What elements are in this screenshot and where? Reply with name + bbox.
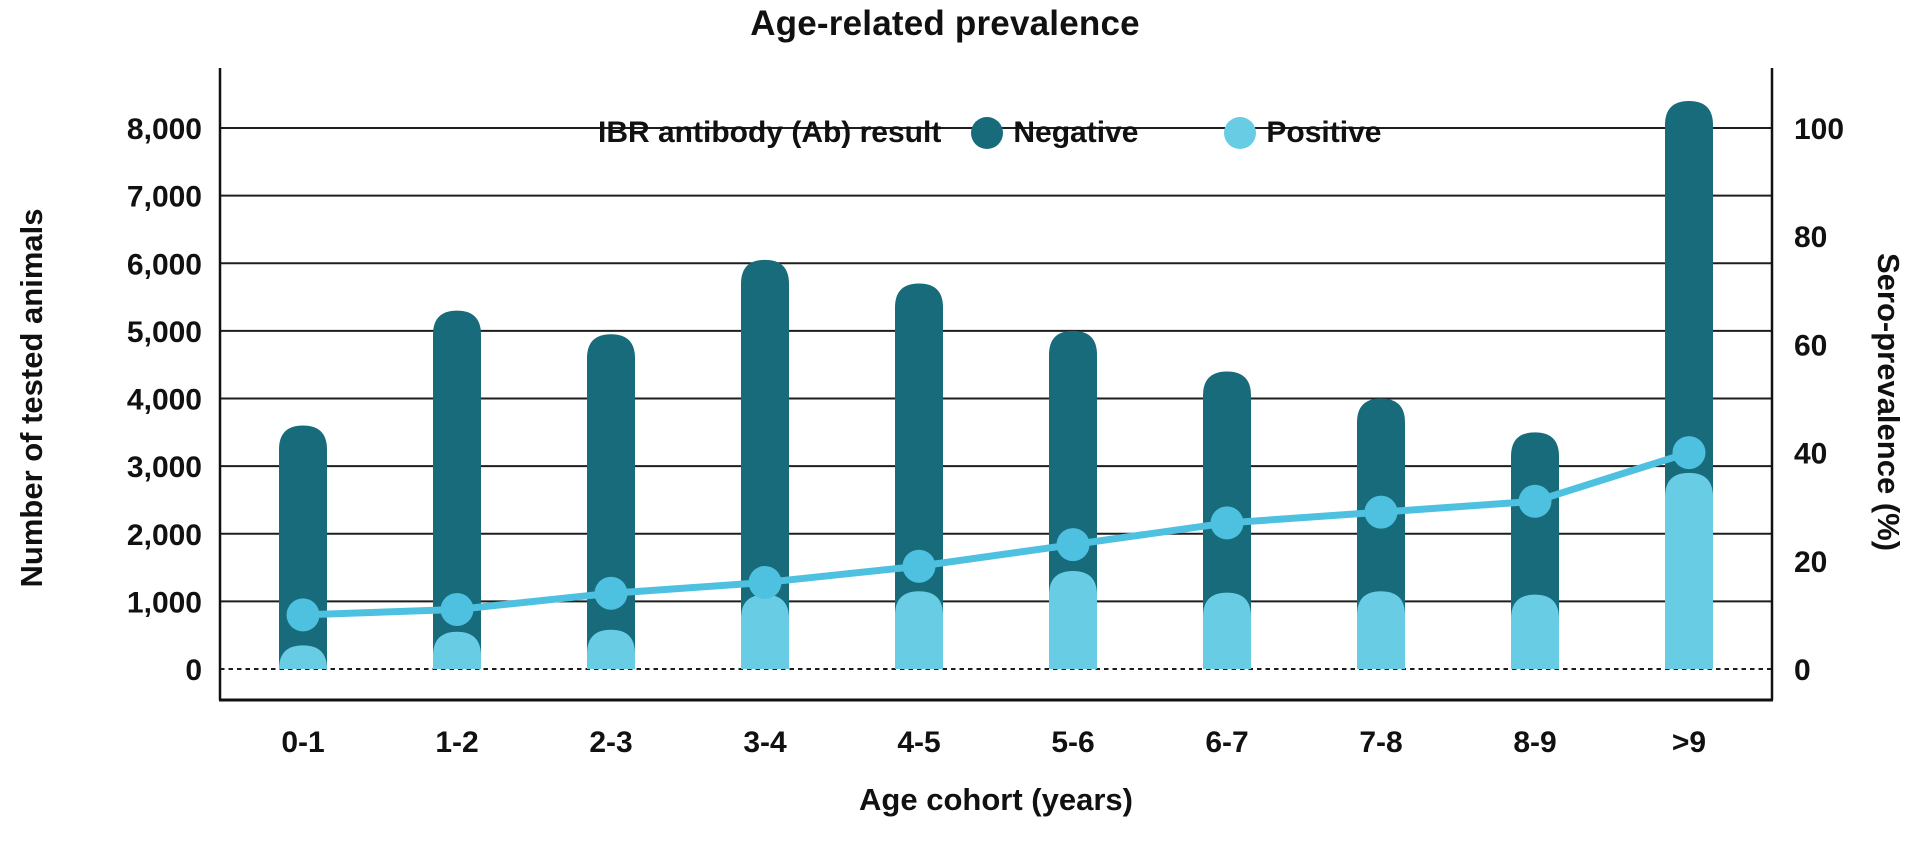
- left-tick-4000: 4,000: [127, 384, 202, 417]
- x-tick-0-1: 0-1: [281, 726, 324, 759]
- left-tick-3000: 3,000: [127, 451, 202, 484]
- line-marker->9: [1672, 436, 1706, 470]
- line-marker-6-7: [1210, 506, 1244, 540]
- left-tick-8000: 8,000: [127, 113, 202, 146]
- x-tick-4-5: 4-5: [897, 726, 940, 759]
- legend-label-negative: Negative: [1013, 116, 1139, 149]
- right-tick-80: 80: [1794, 221, 1827, 254]
- line-marker-4-5: [902, 549, 936, 583]
- bar-positive-4-5: [895, 591, 943, 669]
- legend-title: IBR antibody (Ab) result: [598, 116, 942, 149]
- bar-negative-1-2: [433, 310, 481, 669]
- x-tick-1-2: 1-2: [435, 726, 478, 759]
- line-marker-7-8: [1364, 495, 1398, 529]
- left-tick-1000: 1,000: [127, 586, 202, 619]
- chart-title: Age-related prevalence: [750, 4, 1140, 43]
- right-tick-40: 40: [1794, 438, 1827, 471]
- right-tick-20: 20: [1794, 546, 1827, 579]
- legend-item-negative: Negative: [971, 116, 1138, 150]
- positive-swatch-icon: [1224, 117, 1257, 149]
- right-tick-60: 60: [1794, 329, 1827, 362]
- line-marker-1-2: [440, 592, 474, 626]
- x-tick-2-3: 2-3: [589, 726, 632, 759]
- bar-negative-2-3: [587, 334, 635, 669]
- x-tick-5-6: 5-6: [1051, 726, 1094, 759]
- bar-negative-3-4: [741, 259, 789, 669]
- bar-positive-8-9: [1511, 594, 1559, 669]
- right-tick-0: 0: [1794, 654, 1811, 687]
- bar-positive-2-3: [587, 629, 635, 669]
- bar-positive-5-6: [1049, 570, 1097, 669]
- legend: IBR antibody (Ab) result Negative Positi…: [598, 112, 1381, 154]
- bar-negative-0-1: [279, 425, 327, 669]
- bar-positive-1-2: [433, 631, 481, 669]
- bar-positive->9: [1665, 472, 1713, 669]
- x-tick->9: >9: [1672, 726, 1706, 759]
- x-axis-title: Age cohort (years): [859, 782, 1133, 817]
- bar-positive-0-1: [279, 645, 327, 669]
- x-tick-6-7: 6-7: [1205, 726, 1248, 759]
- x-tick-3-4: 3-4: [743, 726, 787, 759]
- line-marker-8-9: [1518, 484, 1552, 518]
- legend-label-positive: Positive: [1266, 116, 1382, 149]
- x-tick-8-9: 8-9: [1513, 726, 1556, 759]
- negative-swatch-icon: [971, 117, 1004, 149]
- right-tick-100: 100: [1794, 113, 1844, 146]
- left-tick-0: 0: [185, 654, 202, 687]
- left-tick-6000: 6,000: [127, 248, 202, 281]
- line-marker-5-6: [1056, 528, 1090, 562]
- line-marker-3-4: [748, 565, 782, 599]
- line-marker-0-1: [286, 598, 320, 632]
- x-tick-7-8: 7-8: [1359, 726, 1402, 759]
- line-marker-2-3: [594, 576, 628, 610]
- bar-positive-6-7: [1203, 592, 1251, 669]
- bar-positive-7-8: [1357, 591, 1405, 669]
- bar-positive-3-4: [741, 594, 789, 669]
- left-tick-7000: 7,000: [127, 181, 202, 214]
- legend-item-positive: Positive: [1224, 116, 1381, 150]
- sero-prevalence-line: [299, 449, 1693, 619]
- left-tick-2000: 2,000: [127, 519, 202, 552]
- left-tick-5000: 5,000: [127, 316, 202, 349]
